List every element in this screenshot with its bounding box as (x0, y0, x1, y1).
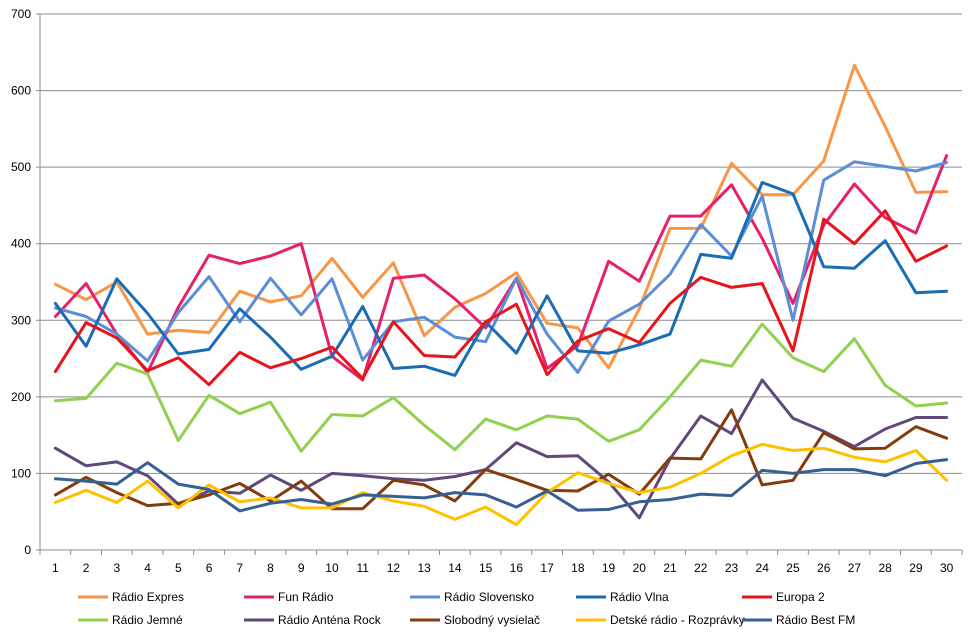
legend-label: Rádio Expres (112, 590, 184, 604)
x-tick-label: 1 (52, 561, 59, 575)
x-tick-label: 10 (325, 561, 339, 575)
x-tick-label: 8 (267, 561, 274, 575)
series-line-3 (53, 160, 949, 374)
y-tick-label: 300 (11, 313, 31, 327)
legend-item: Fun Rádio (244, 590, 334, 604)
legend-item: Detské rádio - Rozprávky (576, 613, 745, 627)
x-tick-label: 13 (417, 561, 431, 575)
series-line-4 (53, 181, 949, 377)
x-tick-label: 20 (633, 561, 647, 575)
x-tick-label: 19 (602, 561, 616, 575)
x-tick-label: 21 (663, 561, 677, 575)
x-tick-label: 2 (83, 561, 90, 575)
y-tick-label: 500 (11, 160, 31, 174)
y-axis: 0 100 200 300 400 500 600 700 (11, 7, 41, 557)
x-tick-label: 4 (144, 561, 151, 575)
legend-label: Rádio Jemné (112, 613, 183, 627)
x-tick-label: 14 (448, 561, 462, 575)
legend-label: Europa 2 (776, 590, 825, 604)
legend-label: Rádio Vlna (610, 590, 669, 604)
y-tick-label: 700 (11, 7, 31, 21)
legend-item: Rádio Slovensko (410, 590, 534, 604)
x-tick-label: 11 (356, 561, 369, 575)
y-tick-label: 600 (11, 84, 31, 98)
x-tick-label: 29 (909, 561, 923, 575)
x-tick-label: 23 (725, 561, 739, 575)
legend-label: Fun Rádio (278, 590, 334, 604)
x-tick-label: 5 (175, 561, 182, 575)
y-tick-label: 0 (24, 543, 31, 557)
legend-item: Slobodný vysielač (410, 613, 540, 627)
x-tick-label: 27 (848, 561, 862, 575)
y-tick-label: 100 (11, 466, 31, 480)
legend-item: Rádio Vlna (576, 590, 669, 604)
x-tick-label: 24 (756, 561, 770, 575)
y-tick-label: 200 (11, 390, 31, 404)
legend-item: Rádio Jemné (78, 613, 183, 627)
x-tick-label: 12 (387, 561, 401, 575)
x-tick-label: 28 (878, 561, 892, 575)
legend-item: Rádio Expres (78, 590, 184, 604)
x-tick-label: 7 (236, 561, 243, 575)
x-tick-label: 26 (817, 561, 831, 575)
x-tick-label: 3 (113, 561, 120, 575)
series-line-1 (53, 63, 949, 370)
x-tick-label: 9 (298, 561, 305, 575)
gridlines (40, 13, 962, 474)
series-line-10 (53, 458, 949, 513)
legend-item: Rádio Best FM (742, 613, 855, 627)
legend-label: Slobodný vysielač (444, 613, 540, 627)
legend-label: Detské rádio - Rozprávky (610, 613, 745, 627)
series-line-5 (53, 209, 949, 387)
legend-label: Rádio Anténa Rock (278, 613, 382, 627)
series-line-7 (53, 378, 949, 520)
legend-label: Rádio Slovensko (444, 590, 534, 604)
x-tick-label: 6 (206, 561, 213, 575)
x-tick-label: 17 (540, 561, 554, 575)
x-tick-label: 22 (694, 561, 708, 575)
x-tick-label: 15 (479, 561, 493, 575)
legend-item: Europa 2 (742, 590, 825, 604)
y-tick-label: 400 (11, 237, 31, 251)
legend-item: Rádio Anténa Rock (244, 613, 382, 627)
legend-label: Rádio Best FM (776, 613, 855, 627)
x-tick-label: 16 (510, 561, 524, 575)
legend: Rádio Expres Fun Rádio Rádio Slovensko Rádi… (78, 590, 855, 627)
x-tick-label: 18 (571, 561, 585, 575)
series-line-6 (53, 322, 949, 453)
x-axis: 1 2 3 4 5 6 7 8 9 10 11 12 13 14 15 16 17 18 19 20 21 22 23 24 2… (39, 549, 963, 575)
plot-area (53, 63, 949, 527)
x-tick-label: 30 (940, 561, 954, 575)
x-tick-label: 25 (786, 561, 800, 575)
